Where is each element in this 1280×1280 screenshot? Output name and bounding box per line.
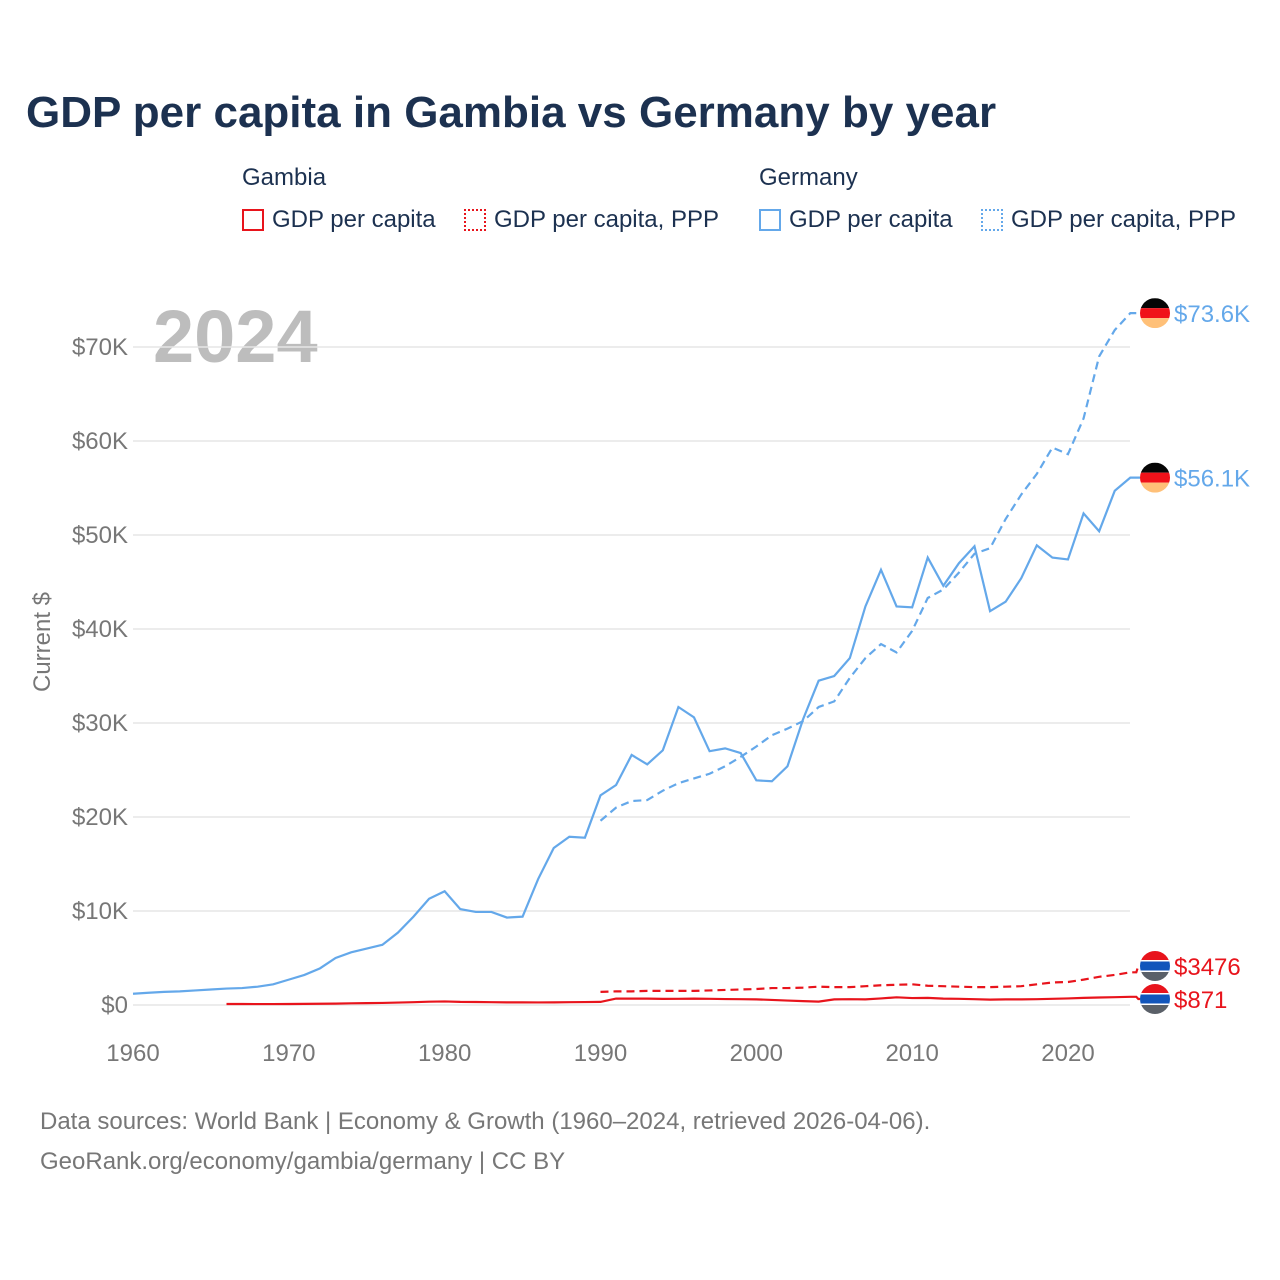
legend-germany-gdp[interactable]: GDP per capita — [759, 206, 953, 234]
legend-swatch-solid — [242, 209, 264, 231]
end-value-label: $56.1K — [1174, 466, 1250, 493]
y-axis-label: Current $ — [29, 592, 56, 692]
x-tick-label: 1960 — [106, 1040, 159, 1067]
legend-label: GDP per capita, PPP — [494, 206, 719, 233]
legend-swatch-dotted — [981, 209, 1003, 231]
legend-label: GDP per capita, PPP — [1011, 206, 1236, 233]
y-tick-label: $60K — [72, 428, 128, 455]
footer-link[interactable]: GeoRank.org/economy/gambia/germany | CC … — [40, 1148, 566, 1175]
series-line-gambia-gdp-per-capita-ppp[interactable] — [600, 964, 1140, 993]
legend-gambia-ppp[interactable]: GDP per capita, PPP — [464, 206, 719, 234]
series-line-germany-gdp-per-capita-ppp[interactable] — [599, 312, 1140, 822]
y-tick-label: $40K — [72, 616, 128, 643]
y-tick-label: $20K — [72, 804, 128, 831]
y-tick-label: $50K — [72, 522, 128, 549]
end-value-label: $3476 — [1174, 954, 1241, 981]
year-watermark: 2024 — [153, 295, 318, 378]
series-line-germany-gdp-per-capita[interactable] — [132, 476, 1140, 995]
y-tick-label: $0 — [101, 992, 128, 1019]
germany-flag-icon — [1140, 298, 1170, 329]
y-tick-label: $70K — [72, 334, 128, 361]
legend-group-germany: Germany — [759, 164, 858, 191]
footer-sources: Data sources: World Bank | Economy & Gro… — [40, 1108, 931, 1135]
x-tick-label: 1990 — [574, 1040, 627, 1067]
legend-germany-ppp[interactable]: GDP per capita, PPP — [981, 206, 1236, 234]
legend-swatch-dotted — [464, 209, 486, 231]
series-line-gambia-gdp-per-capita[interactable] — [226, 995, 1140, 1006]
x-tick-label: 1980 — [418, 1040, 471, 1067]
end-value-label: $73.6K — [1174, 301, 1250, 328]
x-tick-label: 1970 — [262, 1040, 315, 1067]
y-tick-label: $10K — [72, 898, 128, 925]
gambia-flag-icon — [1140, 951, 1170, 981]
legend-gambia-gdp[interactable]: GDP per capita — [242, 206, 436, 234]
gambia-flag-icon — [1140, 984, 1170, 1014]
legend-label: GDP per capita — [272, 206, 436, 233]
x-tick-label: 2020 — [1041, 1040, 1094, 1067]
germany-flag-icon — [1140, 462, 1170, 493]
legend-group-gambia: Gambia — [242, 164, 327, 191]
x-tick-label: 2010 — [885, 1040, 938, 1067]
end-value-label: $871 — [1174, 987, 1227, 1014]
y-tick-label: $30K — [72, 710, 128, 737]
legend-swatch-solid — [759, 209, 781, 231]
legend-label: GDP per capita — [789, 206, 953, 233]
x-tick-label: 2000 — [730, 1040, 783, 1067]
chart-title: GDP per capita in Gambia vs Germany by y… — [26, 88, 997, 137]
